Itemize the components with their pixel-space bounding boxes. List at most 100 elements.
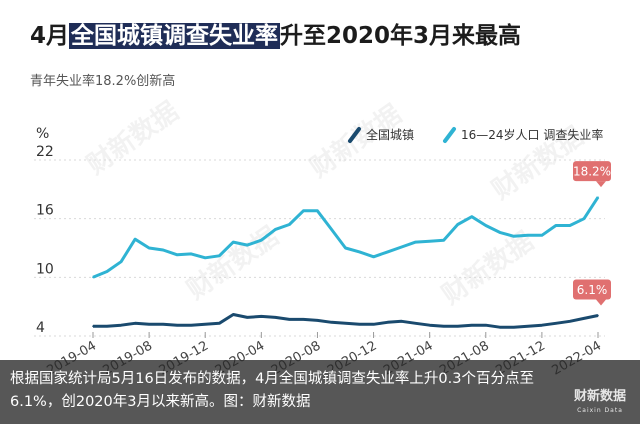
data-point [302, 318, 305, 321]
data-point [148, 247, 150, 249]
data-point [176, 254, 178, 256]
data-point [190, 253, 192, 255]
logo-subtext: Caixin Data [577, 407, 623, 414]
data-point [555, 224, 557, 227]
data-point [400, 320, 403, 323]
data-point [484, 224, 487, 227]
data-point [442, 239, 445, 241]
data-point [260, 239, 263, 241]
watermark-text: 财新数据 [81, 96, 184, 181]
data-point [218, 255, 221, 257]
end-label-badge [573, 161, 611, 182]
data-point [456, 223, 459, 226]
data-point [162, 249, 164, 251]
y-axis-unit: % [36, 126, 49, 142]
y-tick-label: 16 [36, 203, 54, 219]
data-point [232, 241, 235, 243]
data-point [358, 323, 361, 326]
data-point [597, 196, 599, 198]
data-point [260, 315, 263, 318]
data-point [330, 228, 333, 231]
data-point [358, 251, 361, 253]
end-label-pointer [596, 181, 606, 188]
legend-label: 全国城镇 [366, 127, 414, 142]
y-tick-label: 22 [36, 144, 54, 160]
chart-subtitle: 青年失业率18.2%创新高 [30, 74, 176, 89]
data-point [232, 313, 235, 316]
data-point [555, 322, 557, 325]
data-point [274, 316, 277, 319]
legend-swatch [443, 127, 456, 143]
title-prefix: 4月 [30, 23, 70, 49]
data-point [527, 234, 529, 237]
data-point [513, 326, 515, 329]
data-point [513, 235, 515, 238]
data-point [92, 276, 94, 279]
data-point [386, 321, 389, 324]
data-point [428, 240, 431, 242]
end-label-badge [573, 279, 611, 300]
data-point [569, 224, 571, 227]
data-point [316, 210, 319, 212]
end-label-text: 18.2% [573, 165, 611, 179]
y-tick-label: 4 [36, 320, 45, 336]
y-tick-label: 10 [36, 261, 54, 277]
data-point [372, 255, 375, 258]
data-point [470, 324, 473, 327]
data-point [442, 325, 445, 328]
data-point [330, 321, 333, 324]
data-point [597, 314, 599, 317]
data-point [148, 323, 150, 326]
data-point [246, 244, 249, 246]
data-point [92, 325, 94, 328]
data-point [190, 324, 192, 327]
data-point [302, 210, 305, 212]
data-point [288, 223, 291, 226]
data-point [400, 246, 403, 248]
legend-label: 16—24岁人口 调查失业率 [461, 127, 603, 142]
data-point [414, 322, 417, 325]
legend-swatch [348, 127, 361, 143]
title-highlight: 全国城镇调查失业率 [69, 23, 281, 49]
data-point [484, 324, 487, 327]
data-point [541, 324, 543, 327]
data-point [246, 316, 249, 319]
data-point [541, 234, 543, 237]
data-point [527, 325, 529, 328]
data-point [344, 322, 347, 325]
caixin-data-logo: 财新数据 Caixin Data [574, 390, 626, 418]
data-point [204, 256, 207, 259]
end-label-text: 6.1% [577, 283, 608, 297]
data-point [316, 319, 319, 322]
data-point [134, 238, 136, 240]
chart-title: 4月全国城镇调查失业率升至2020年3月来最高 [30, 16, 521, 50]
data-point [583, 217, 585, 220]
data-point [106, 270, 108, 273]
data-point [274, 228, 277, 231]
logo-text: 财新数据 [573, 389, 626, 404]
data-point [204, 323, 207, 326]
data-point [120, 324, 122, 327]
end-label-pointer [596, 299, 606, 306]
data-point [372, 323, 375, 326]
data-point [344, 247, 347, 249]
caption-bar: 根据国家统计局5月16日发布的数据，4月全国城镇调查失业率上升0.3个百分点至6… [0, 360, 640, 424]
data-point [176, 324, 178, 327]
data-point [120, 260, 122, 263]
data-point [569, 320, 571, 323]
title-suffix: 升至2020年3月来最高 [280, 23, 522, 49]
data-point [134, 322, 136, 325]
data-point [218, 322, 221, 325]
data-point [386, 251, 389, 253]
data-point [499, 326, 501, 329]
data-point [288, 318, 291, 321]
data-point [162, 323, 164, 326]
watermark-text: 财新数据 [436, 226, 539, 311]
data-point [583, 317, 585, 320]
data-point [414, 241, 417, 243]
series-line-national [93, 313, 599, 329]
data-point [470, 215, 473, 218]
data-point [456, 325, 459, 328]
caption-text: 根据国家统计局5月16日发布的数据，4月全国城镇调查失业率上升0.3个百分点至6… [10, 371, 534, 410]
data-point [428, 324, 431, 327]
